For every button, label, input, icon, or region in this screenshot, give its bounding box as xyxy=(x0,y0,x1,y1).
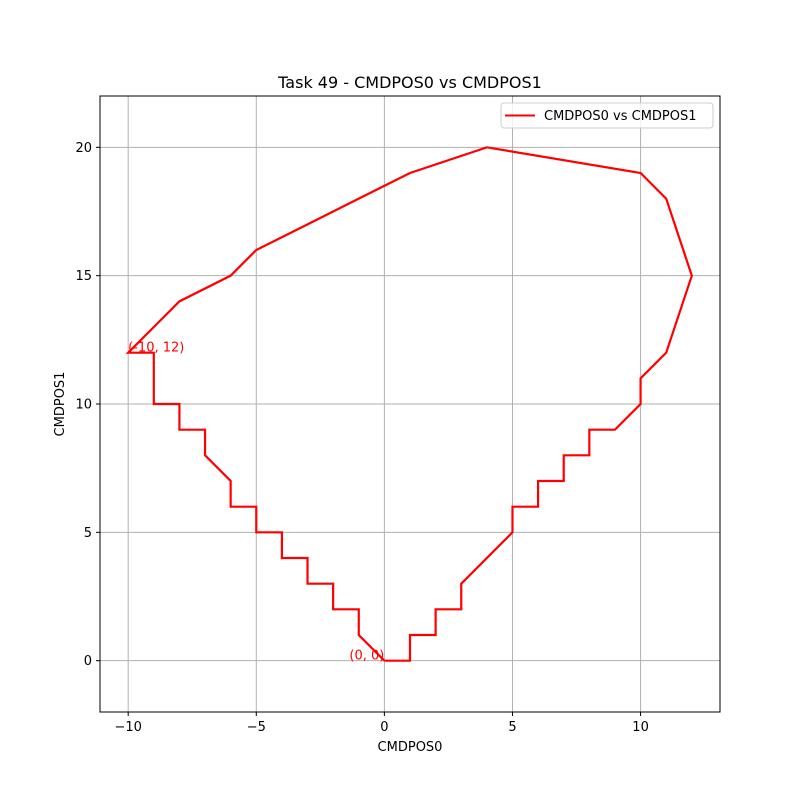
x-tick-label: −5 xyxy=(247,720,266,735)
y-tick-label: 0 xyxy=(84,654,92,669)
annotation-label: (-10, 12) xyxy=(128,341,184,356)
x-tick-label: 0 xyxy=(380,720,388,735)
series-line xyxy=(125,146,693,662)
y-axis-label: CMDPOS1 xyxy=(53,372,68,437)
x-tick-label: −10 xyxy=(114,720,141,735)
legend: CMDPOS0 vs CMDPOS1 xyxy=(500,102,714,129)
tick-layer: −10 −5 0 5 10 0 5 10 15 20 xyxy=(75,141,648,735)
annotation-layer: (0, 0) (-10, 12) xyxy=(128,341,384,664)
chart-title: Task 49 - CMDPOS0 vs CMDPOS1 xyxy=(277,73,542,92)
y-tick-label: 20 xyxy=(75,141,92,156)
x-tick-label: 5 xyxy=(508,720,516,735)
y-tick-label: 5 xyxy=(84,526,92,541)
series-layer xyxy=(125,146,693,662)
legend-box xyxy=(500,102,714,129)
y-tick-label: 15 xyxy=(75,269,92,284)
y-tick-label: 10 xyxy=(75,398,92,413)
annotation-label: (0, 0) xyxy=(349,649,384,664)
legend-label: CMDPOS0 vs CMDPOS1 xyxy=(544,109,697,124)
x-tick-label: 10 xyxy=(632,720,649,735)
x-axis-label: CMDPOS0 xyxy=(378,740,443,755)
